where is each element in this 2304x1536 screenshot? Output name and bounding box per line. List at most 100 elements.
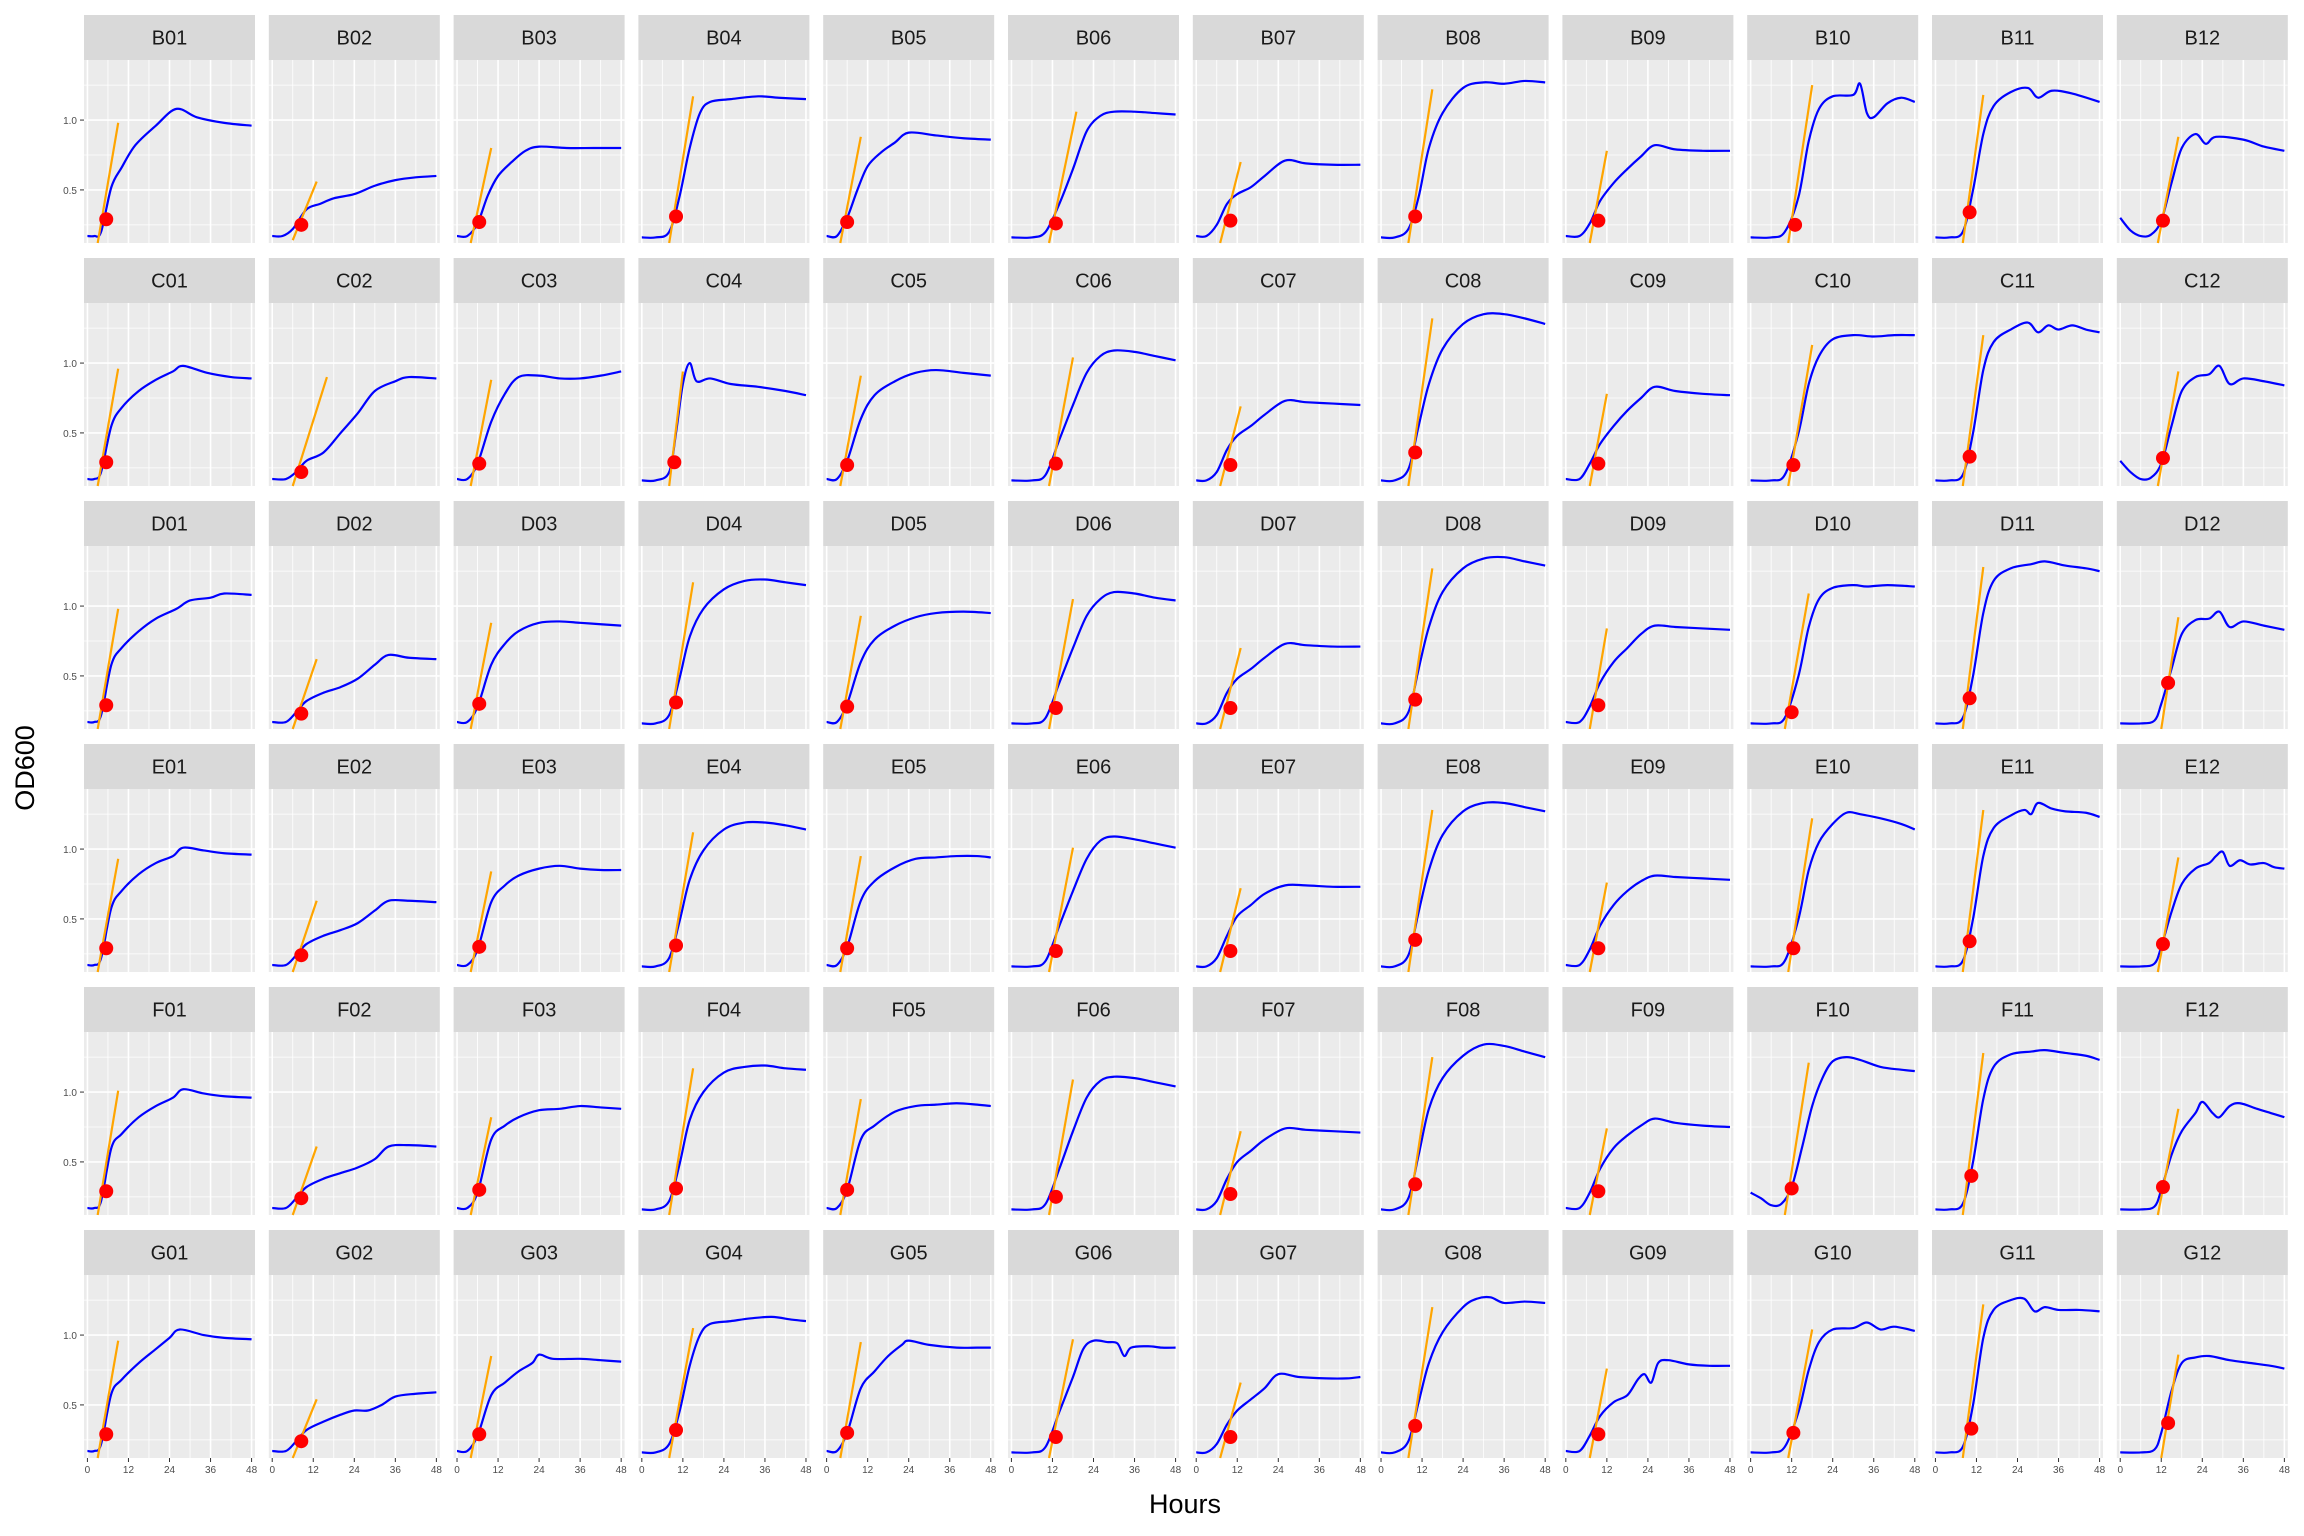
x-tick-label: 12 [862, 1465, 874, 1476]
strip-bg [268, 258, 440, 303]
strip-label: E10 [1815, 757, 1851, 779]
strip-bg [1747, 15, 1919, 60]
panel-D01: D01 0.5 1.0 [63, 501, 255, 730]
strip-label: G08 [1444, 1243, 1482, 1265]
strip-label: E03 [521, 757, 557, 779]
tangent-line [291, 181, 318, 241]
growth-curve [1380, 555, 1546, 726]
growth-curve [1011, 110, 1176, 239]
y-tick-label: 0.5 [63, 915, 77, 926]
strip-label: E02 [337, 757, 373, 779]
strip-bg [823, 987, 995, 1032]
strip-label: F12 [2185, 1000, 2219, 1022]
strip-label: E04 [706, 757, 742, 779]
inflection-point [294, 948, 309, 963]
y-tick-label: 0.5 [63, 1158, 77, 1169]
inflection-point [99, 1184, 114, 1199]
tangent-line [469, 1116, 493, 1216]
panel-E01: E01 0.5 1.0 [63, 744, 255, 973]
tangent-line [1787, 84, 1814, 244]
strip-bg [453, 258, 625, 303]
strip-bg [1377, 1230, 1549, 1275]
panel-F08: F08 [1377, 987, 1549, 1216]
x-tick-label: 0 [2117, 1465, 2123, 1476]
x-tick-label: 12 [308, 1465, 320, 1476]
panel-D10: D10 [1747, 501, 1919, 730]
x-tick-label: 36 [1314, 1465, 1326, 1476]
strip-label: B08 [1445, 28, 1481, 50]
growth-curve [1011, 590, 1176, 725]
x-tick-label: 36 [1683, 1465, 1695, 1476]
growth-curve [272, 898, 437, 967]
y-tick-label: 1.0 [63, 845, 77, 856]
inflection-point [1048, 701, 1063, 716]
inflection-point [669, 695, 684, 710]
tangent-line [1219, 161, 1242, 244]
strip-bg [1008, 744, 1179, 789]
inflection-point [1223, 701, 1238, 716]
inflection-point [2155, 1180, 2170, 1195]
inflection-point [1048, 944, 1063, 959]
x-tick-label: 0 [454, 1465, 460, 1476]
panel-F06: F06 [1008, 987, 1179, 1216]
panel-F11: F11 [1932, 987, 2103, 1216]
growth-curve [272, 375, 437, 481]
strip-label: D08 [1445, 514, 1482, 536]
strip-bg [1008, 15, 1179, 60]
growth-curve [1380, 79, 1546, 240]
panel-C12: C12 [2116, 258, 2288, 487]
tangent-line [469, 147, 493, 244]
inflection-point [1408, 209, 1423, 224]
strip-bg [1932, 258, 2103, 303]
strip-label: G07 [1259, 1243, 1297, 1265]
strip-label: E11 [2000, 757, 2034, 779]
strip-bg [1008, 258, 1179, 303]
strip-label: C02 [336, 271, 373, 293]
inflection-point [99, 1427, 114, 1442]
inflection-point [669, 209, 684, 224]
strip-bg [1932, 744, 2103, 789]
x-tick-label: 12 [677, 1465, 689, 1476]
inflection-point [472, 1182, 487, 1197]
x-tick-label: 48 [1355, 1465, 1367, 1476]
growth-curve [641, 578, 807, 726]
strip-bg [1932, 15, 2103, 60]
strip-bg [1932, 987, 2103, 1032]
y-tick-label: 1.0 [63, 1331, 77, 1342]
panel-B03: B03 [453, 15, 625, 244]
growth-curve [1380, 1042, 1546, 1212]
strip-label: G03 [520, 1243, 558, 1265]
y-tick-label: 1.0 [63, 359, 77, 370]
x-tick-label: 12 [1416, 1465, 1428, 1476]
strip-label: F06 [1076, 1000, 1110, 1022]
inflection-point [840, 458, 855, 473]
panel-D12: D12 [2116, 501, 2288, 730]
inflection-point [840, 1425, 855, 1440]
strip-label: F08 [1446, 1000, 1480, 1022]
strip-label: E06 [1076, 757, 1112, 779]
inflection-point [99, 212, 114, 227]
tangent-line [2160, 617, 2180, 730]
inflection-point [840, 941, 855, 956]
x-tick-label: 24 [1827, 1465, 1839, 1476]
strip-label: E09 [1630, 757, 1666, 779]
panel-C11: C11 [1932, 258, 2103, 487]
panel-G10: G10 0 12 24 36 48 [1747, 1230, 1921, 1476]
panel-grid: B01 0.5 1.0 B02 B03 B04 B05 B06 B07 B08 B09 B10 B11 B… [63, 15, 2290, 1476]
strip-label: C01 [151, 271, 188, 293]
inflection-point [1408, 1418, 1423, 1433]
strip-bg [2116, 15, 2288, 60]
x-tick-label: 36 [575, 1465, 587, 1476]
strip-label: D11 [2000, 514, 2035, 536]
tangent-line [1219, 887, 1242, 973]
tangent-line [1219, 406, 1242, 487]
strip-label: C12 [2184, 271, 2221, 293]
strip-label: D10 [1814, 514, 1851, 536]
strip-label: F10 [1815, 1000, 1849, 1022]
strip-label: C04 [706, 271, 743, 293]
panel-F09: F09 [1562, 987, 1734, 1216]
x-tick-label: 0 [269, 1465, 275, 1476]
strip-label: G02 [335, 1243, 373, 1265]
x-tick-label: 48 [985, 1465, 997, 1476]
strip-bg [2116, 987, 2288, 1032]
